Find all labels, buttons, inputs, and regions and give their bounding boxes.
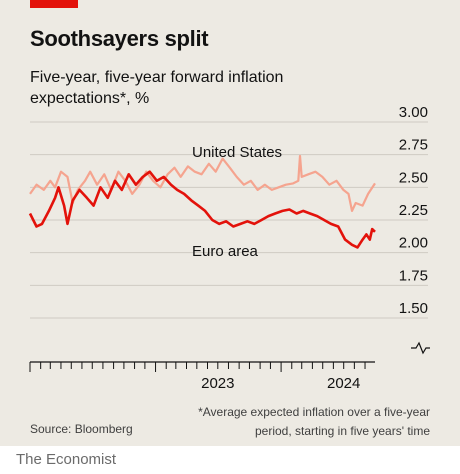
y-tick-label-6: 1.50	[399, 300, 428, 317]
y-tick-label-1: 2.75	[399, 137, 428, 154]
accent-bar	[30, 0, 78, 8]
y-tick-label-5: 1.75	[399, 267, 428, 284]
chart-card: Soothsayers split Five-year, five-year f…	[0, 0, 460, 446]
series-line-euro-area	[28, 170, 376, 249]
y-tick-label-0: 3.00	[399, 104, 428, 121]
chart-title: Soothsayers split	[30, 26, 209, 51]
series-label-euro-area: Euro area	[192, 243, 259, 260]
line-chart: 3.00 2.75 2.50 2.25 2.00 1.75 1.50 2023 2024 Unit…	[28, 104, 430, 392]
x-tick-label-0: 2023	[201, 375, 234, 392]
footnote: *Average expected inflation over a five-…	[198, 405, 430, 438]
brand-label: The Economist	[16, 451, 117, 468]
y-tick-label-3: 2.25	[399, 202, 428, 219]
chart-subtitle: Five-year, five-year forward inflation e…	[30, 69, 284, 107]
source-note: Source: Bloomberg	[30, 422, 133, 436]
y-tick-label-4: 2.00	[399, 235, 428, 252]
series-line-united-states	[29, 154, 376, 212]
x-tick-label-1: 2024	[327, 375, 360, 392]
series-label-united-states: United States	[192, 144, 282, 161]
axis-break-icon	[411, 341, 430, 355]
y-tick-label-2: 2.50	[399, 169, 428, 186]
